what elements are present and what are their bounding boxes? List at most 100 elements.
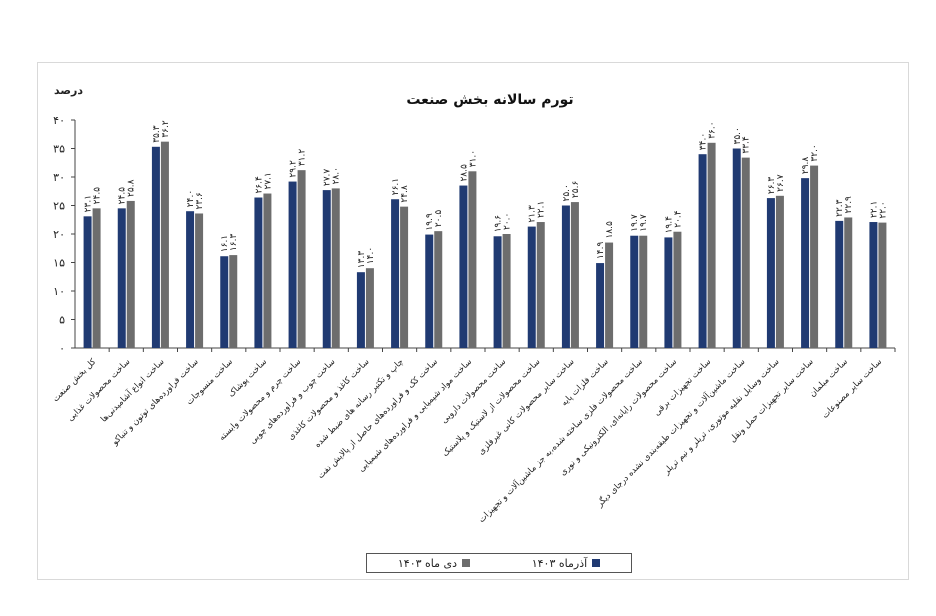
data-label-azar: ۲۹.۲	[289, 160, 299, 178]
category-label: ساخت محصولات دارویی	[439, 357, 508, 426]
bar-dey	[195, 213, 204, 348]
data-label-dey: ۲۰.۴	[673, 210, 683, 228]
bar-dey	[160, 141, 169, 348]
bar-azar	[801, 178, 810, 348]
bar-dey	[468, 171, 477, 348]
bar-dey	[741, 157, 750, 348]
bar-azar	[83, 216, 92, 348]
data-label-azar: ۱۹.۴	[664, 216, 674, 234]
bar-dey	[400, 206, 409, 348]
data-label-dey: ۳۶.۰	[708, 121, 718, 138]
data-label-azar: ۲۴.۰	[186, 190, 196, 207]
chart-title: تورم سالانه بخش صنعت	[406, 92, 574, 108]
bar-dey	[775, 195, 784, 348]
legend-swatch-series-1	[592, 559, 601, 567]
data-label-dey: ۳۶.۲	[161, 120, 171, 138]
y-tick-label: ۲۰	[53, 228, 65, 241]
data-label-azar: ۳۵.۳	[152, 125, 162, 143]
data-label-azar: ۲۵.۰	[562, 184, 572, 201]
data-label-azar: ۱۹.۶	[494, 215, 504, 233]
bar-azar	[732, 148, 741, 348]
data-label-azar: ۲۷.۷	[323, 169, 333, 187]
bar-azar	[220, 256, 229, 348]
bar-dey	[570, 202, 579, 348]
category-label: ساخت محصولات غذایی	[66, 357, 133, 424]
data-label-dey: ۲۲.۰	[878, 201, 888, 218]
bar-azar	[835, 220, 844, 348]
legend: آذرماه ۱۴۰۳ دی ماه ۱۴۰۳	[366, 553, 632, 573]
data-label-dey: ۱۶.۳	[229, 234, 239, 252]
bar-azar	[459, 185, 468, 348]
data-label-dey: ۲۸.۰	[332, 167, 342, 184]
data-label-azar: ۱۹.۹	[425, 213, 435, 231]
category-label: ساخت انواع آشامیدنی‌ها	[98, 356, 167, 425]
data-label-dey: ۱۴.۰	[366, 247, 376, 264]
data-label-dey: ۳۲.۰	[810, 144, 820, 161]
data-label-azar: ۲۹.۸	[801, 157, 811, 175]
legend-item-series-2: دی ماه ۱۴۰۳	[397, 556, 471, 570]
y-axis-unit-label: درصد	[54, 84, 83, 97]
data-label-dey: ۲۶.۷	[776, 174, 786, 192]
bar-azar	[596, 263, 605, 348]
data-label-dey: ۱۸.۵	[605, 221, 615, 239]
data-label-dey: ۲۵.۸	[127, 179, 137, 197]
y-tick-label: ۱۰	[53, 285, 65, 298]
data-label-azar: ۲۸.۵	[459, 164, 469, 182]
bar-azar	[561, 205, 570, 348]
y-tick-label: ۲۵	[53, 200, 65, 213]
bar-dey	[263, 193, 272, 348]
bar-azar	[425, 234, 434, 348]
y-tick-label: ۳۰	[53, 171, 65, 184]
bar-dey	[92, 208, 101, 348]
bar-azar	[698, 154, 707, 348]
data-label-azar: ۲۲.۱	[869, 201, 879, 218]
data-label-azar: ۲۴.۵	[118, 187, 128, 205]
bar-dey	[434, 231, 443, 348]
data-label-dey: ۲۲.۱	[537, 201, 547, 218]
data-label-dey: ۲۰.۰	[503, 213, 513, 230]
category-label: ساخت کک و فراورده‌های حاصل از پالایش نفت	[316, 357, 440, 481]
data-label-azar: ۲۲.۳	[835, 199, 845, 217]
bar-dey	[844, 217, 853, 348]
data-label-azar: ۳۵.۰	[733, 127, 743, 144]
bar-azar	[527, 226, 536, 348]
y-tick-label: ۵	[59, 314, 65, 327]
bar-dey	[878, 222, 887, 348]
legend-label-series-2: دی ماه ۱۴۰۳	[397, 556, 458, 570]
data-label-dey: ۱۹.۷	[639, 214, 649, 232]
bar-azar	[493, 236, 502, 348]
y-tick-label: ۰	[59, 342, 65, 355]
data-label-dey: ۲۳.۶	[195, 192, 205, 210]
bar-dey	[536, 222, 545, 348]
legend-label-series-1: آذرماه ۱۴۰۳	[531, 556, 588, 570]
bar-dey	[639, 235, 648, 348]
bar-dey	[126, 200, 135, 348]
data-label-azar: ۲۶.۱	[391, 178, 401, 195]
bar-dey	[297, 170, 306, 348]
data-label-dey: ۲۵.۶	[571, 181, 581, 199]
bar-azar	[151, 146, 160, 348]
bar-dey	[810, 165, 819, 348]
bar-azar	[869, 222, 878, 348]
y-tick-label: ۳۵	[53, 143, 65, 156]
bar-azar	[630, 235, 639, 348]
bar-dey	[502, 234, 511, 348]
data-label-dey: ۲۴.۸	[400, 185, 410, 203]
bar-azar	[322, 190, 331, 348]
y-tick-label: ۱۵	[53, 257, 65, 270]
data-label-dey: ۲۲.۹	[844, 196, 854, 214]
data-label-azar: ۲۱.۳	[528, 205, 538, 223]
data-label-azar: ۱۶.۱	[220, 235, 230, 252]
category-label: ساخت سایر مصنوعات	[820, 357, 884, 421]
bar-azar	[186, 211, 195, 348]
bar-azar	[288, 181, 297, 348]
legend-item-series-1: آذرماه ۱۴۰۳	[531, 556, 601, 570]
data-label-dey: ۲۰.۵	[434, 210, 444, 228]
bar-dey	[331, 188, 340, 348]
bar-dey	[673, 231, 682, 348]
data-label-dey: ۲۷.۱	[263, 172, 273, 189]
bar-dey	[707, 142, 716, 348]
bar-dey	[365, 268, 374, 348]
data-label-azar: ۱۴.۹	[596, 242, 606, 260]
